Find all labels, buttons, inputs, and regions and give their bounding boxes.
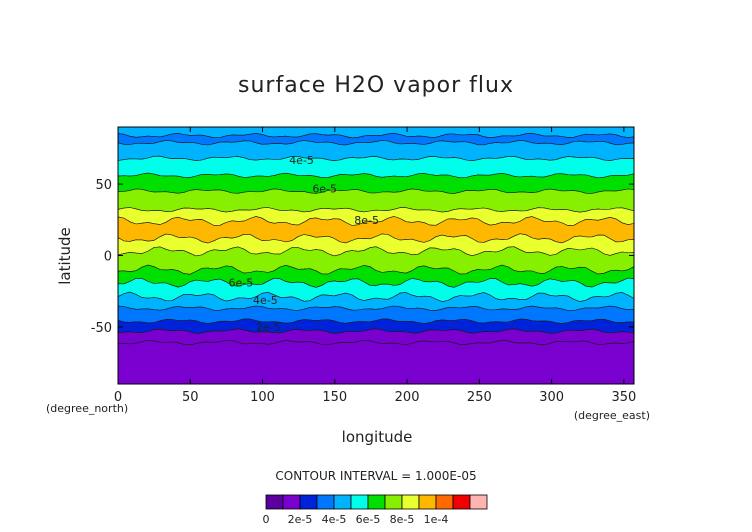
x-tick-label: 150	[322, 390, 347, 405]
colorbar-label: 2e-5	[288, 513, 313, 526]
colorbar-swatch	[452, 494, 471, 510]
x-tick-label: 200	[395, 390, 420, 405]
colorbar-swatch	[435, 494, 454, 510]
colorbar-swatch	[384, 494, 403, 510]
colorbar-label: 6e-5	[356, 513, 381, 526]
contour-label: 8e-5	[354, 214, 379, 227]
x-tick-label: 250	[467, 390, 492, 405]
contour-label: 4e-5	[289, 154, 314, 167]
colorbar-swatch	[401, 494, 420, 510]
colorbar-label: 0	[263, 513, 270, 526]
y-units-label: (degree_north)	[46, 402, 128, 415]
chart-title: surface H2O vapor flux	[238, 73, 514, 98]
colorbar-swatch	[282, 494, 301, 510]
contour-band	[117, 339, 635, 385]
colorbar-swatch	[350, 494, 369, 510]
colorbar-label: 4e-5	[322, 513, 347, 526]
colorbar-swatch	[299, 494, 318, 510]
y-tick-label: 0	[104, 250, 112, 265]
x-tick-label: 100	[250, 390, 275, 405]
colorbar-swatch	[469, 494, 488, 510]
contour-interval-label: CONTOUR INTERVAL = 1.000E-05	[275, 469, 476, 483]
y-tick-label: 50	[95, 178, 112, 193]
x-tick-label: 50	[182, 390, 199, 405]
x-tick-label: 0	[114, 390, 122, 405]
y-axis-label: latitude	[56, 227, 74, 285]
contour-label: 2e-5	[256, 321, 281, 334]
colorbar-swatch	[316, 494, 335, 510]
colorbar-swatch	[367, 494, 386, 510]
y-ticks: 50 0 -50	[91, 178, 634, 336]
x-ticks: 0 50 100 150 200 250 300 350	[114, 127, 636, 405]
colorbar-swatch	[418, 494, 437, 510]
colorbar-swatch	[333, 494, 352, 510]
contour-label: 6e-5	[228, 277, 253, 290]
x-axis-label: longitude	[342, 428, 413, 446]
contour-label: 4e-5	[253, 294, 278, 307]
colorbar-swatch	[265, 494, 284, 510]
x-units-label: (degree_east)	[574, 409, 650, 422]
plot-area: 4e-56e-58e-56e-54e-52e-5	[117, 126, 635, 385]
contour-label: 6e-5	[312, 182, 337, 195]
x-tick-label: 350	[611, 390, 636, 405]
y-tick-label: -50	[91, 321, 112, 336]
x-tick-label: 300	[539, 390, 564, 405]
colorbar: 0 2e-5 4e-5 6e-5 8e-5 1e-4	[263, 494, 488, 526]
colorbar-label: 8e-5	[390, 513, 415, 526]
colorbar-label: 1e-4	[424, 513, 449, 526]
